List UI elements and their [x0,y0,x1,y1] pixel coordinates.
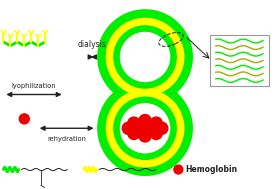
Text: lyophilization: lyophilization [12,83,56,89]
Text: Hemoglobin: Hemoglobin [185,165,237,174]
Ellipse shape [156,122,168,134]
Ellipse shape [114,97,176,159]
Ellipse shape [139,130,151,142]
Ellipse shape [139,115,151,127]
Ellipse shape [150,127,162,139]
Ellipse shape [139,122,151,134]
Ellipse shape [150,117,162,129]
Ellipse shape [174,165,183,174]
Ellipse shape [98,10,192,104]
Ellipse shape [128,117,140,129]
Text: rehydration: rehydration [47,136,86,142]
Ellipse shape [114,26,176,88]
Ellipse shape [121,104,170,153]
Ellipse shape [128,127,140,139]
Text: dialysis: dialysis [78,40,107,50]
Ellipse shape [106,18,184,96]
Ellipse shape [121,33,170,81]
Ellipse shape [19,114,29,124]
Ellipse shape [106,90,184,167]
FancyBboxPatch shape [210,35,269,86]
Ellipse shape [98,81,192,175]
Ellipse shape [122,122,134,134]
